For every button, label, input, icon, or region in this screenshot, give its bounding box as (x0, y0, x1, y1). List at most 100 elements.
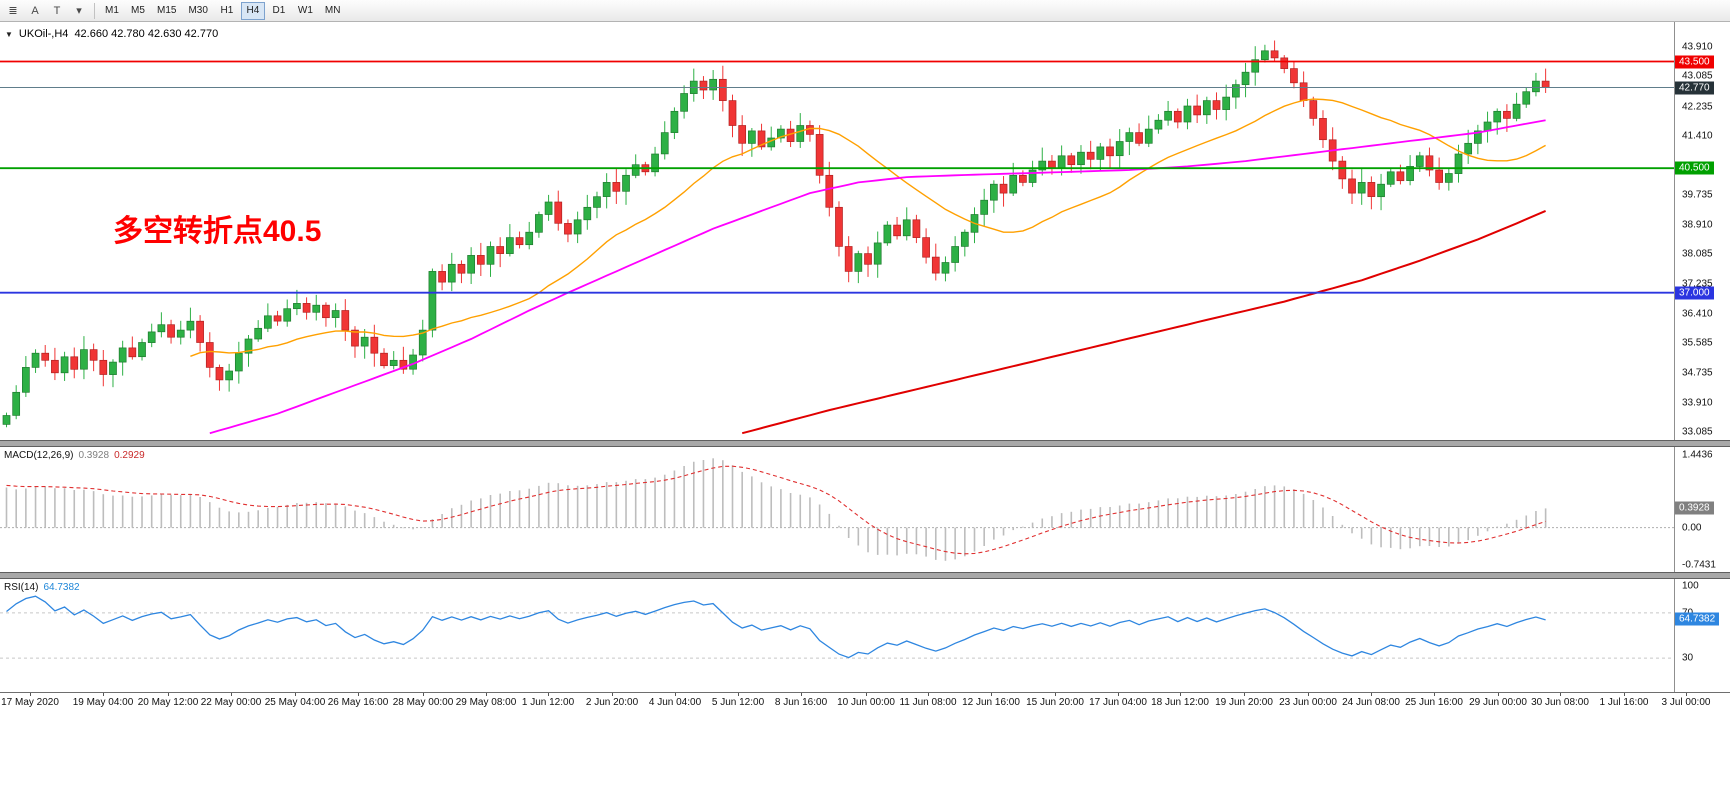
price-chart-panel[interactable]: ▼ UKOil-,H4 42.660 42.780 42.630 42.770 … (0, 22, 1730, 440)
price-tick-label: 38.910 (1682, 219, 1713, 231)
rsi-panel[interactable]: RSI(14) 64.7382 100703064.7382 (0, 579, 1730, 692)
chart-title: ▼ UKOil-,H4 42.660 42.780 42.630 42.770 (5, 28, 218, 40)
time-tick-mark (231, 693, 232, 696)
timeframe-m1[interactable]: M1 (105, 5, 119, 16)
rsi-value: 64.7382 (43, 582, 80, 593)
panel-splitter-2[interactable] (0, 572, 1730, 579)
time-tick-label: 1 Jul 16:00 (1599, 697, 1649, 708)
price-tick-label: 34.735 (1682, 367, 1713, 379)
timeframe-mn[interactable]: MN (324, 5, 341, 16)
time-tick-mark (738, 693, 739, 696)
text-annotation-icon[interactable]: A (31, 4, 39, 17)
time-tick-label: 17 Jun 04:00 (1089, 697, 1147, 708)
level-price-badge: 37.000 (1675, 286, 1714, 300)
macd-plot (0, 458, 1674, 561)
price-axis: 43.910 43.085 42.235 41.410 39.735 38.910 38.0… (1674, 22, 1730, 440)
time-tick-label: 1 Jun 12:00 (521, 697, 575, 708)
macd-name: MACD(12,26,9) (4, 450, 74, 461)
rsi-axis: 100703064.7382 (1674, 579, 1730, 692)
timeframe-h1[interactable]: H1 (220, 5, 234, 16)
chart-type-dropdown-icon[interactable]: ▾ (76, 5, 82, 17)
time-tick-mark (295, 693, 296, 696)
time-axis[interactable]: 17 May 2020 19 May 04:00 20 May 12:00 22 Ma… (0, 692, 1730, 712)
rsi-label: RSI(14) 64.7382 (4, 582, 80, 593)
price-tick-label: 43.085 (1682, 70, 1713, 82)
time-tick-label: 23 Jun 00:00 (1279, 697, 1337, 708)
chart-lines-icon[interactable]: ≣ (8, 5, 18, 17)
macd-tick-label: 0.00 (1682, 522, 1702, 534)
time-tick-label: 19 May 04:00 (72, 697, 134, 708)
macd-axis: 1.4436 0.00 -0.7431 0.3928 (1674, 447, 1730, 572)
macd-signal-line (6, 465, 1546, 555)
price-tick-label: 43.910 (1682, 41, 1713, 53)
rsi-name: RSI(14) (4, 582, 39, 593)
bid-price-badge: 42.770 (1675, 81, 1714, 94)
rsi-line (6, 595, 1546, 659)
time-tick-label: 10 Jun 00:00 (837, 697, 895, 708)
chevron-down-icon[interactable]: ▼ (5, 29, 13, 39)
time-tick-mark (1118, 693, 1119, 696)
time-tick-label: 17 May 2020 (1, 697, 59, 708)
price-tick-label: 42.235 (1682, 101, 1713, 112)
time-tick-mark (1244, 693, 1245, 696)
time-tick-label: 25 Jun 16:00 (1405, 697, 1463, 708)
time-tick-mark (1686, 693, 1687, 696)
time-tick-label: 2 Jun 20:00 (585, 697, 639, 708)
top-toolbar: ≣ A T ▾ M1 M5 M15 M30 H1 H4 D1 W1 MN (0, 0, 1730, 22)
price-tick-label: 33.910 (1682, 397, 1713, 409)
time-tick-label: 19 Jun 20:00 (1215, 697, 1273, 708)
price-tick-label: 35.585 (1682, 337, 1713, 349)
timeframe-h4[interactable]: H4 (240, 1, 265, 20)
time-tick-label: 30 Jun 08:00 (1531, 697, 1589, 708)
time-tick-mark (486, 693, 487, 696)
time-tick-label: 22 May 00:00 (200, 697, 262, 708)
time-tick-label: 29 May 08:00 (455, 697, 517, 708)
time-tick-mark (423, 693, 424, 696)
time-tick-mark (612, 693, 613, 696)
macd-panel[interactable]: MACD(12,26,9) 0.3928 0.2929 1.4436 0.00 -0… (0, 447, 1730, 572)
ma-slow-line (741, 209, 1546, 435)
time-tick-label: 11 Jun 08:00 (899, 697, 957, 708)
timeframe-d1[interactable]: D1 (272, 5, 286, 16)
time-tick-label: 20 May 12:00 (137, 697, 199, 708)
time-tick-mark (1180, 693, 1181, 696)
panel-splitter-1[interactable] (0, 440, 1730, 447)
timeframe-m15[interactable]: M15 (157, 5, 177, 16)
time-tick-mark (358, 693, 359, 696)
time-tick-label: 12 Jun 16:00 (962, 697, 1020, 708)
timeframe-m30[interactable]: M30 (188, 5, 208, 16)
ma-mid-line (209, 119, 1546, 435)
time-tick-label: 29 Jun 00:00 (1469, 697, 1527, 708)
macd-tick-label: -0.7431 (1682, 559, 1716, 571)
macd-signal-value: 0.2929 (114, 450, 145, 461)
time-tick-mark (1371, 693, 1372, 696)
level-price-badge: 43.500 (1675, 55, 1714, 68)
time-tick-mark (1624, 693, 1625, 696)
time-tick-label: 8 Jun 16:00 (774, 697, 828, 708)
price-tick-label: 38.085 (1682, 248, 1713, 260)
price-tick-label: 37.235 (1682, 278, 1713, 290)
time-tick-label: 3 Jul 00:00 (1661, 697, 1711, 708)
time-tick-mark (168, 693, 169, 696)
macd-tick-label: 1.4436 (1682, 449, 1713, 461)
timeframe-w1[interactable]: W1 (297, 5, 313, 16)
time-tick-label: 25 May 04:00 (264, 697, 326, 708)
rsi-value-badge: 64.7382 (1675, 612, 1720, 626)
macd-label: MACD(12,26,9) 0.3928 0.2929 (4, 450, 145, 461)
price-tick-label: 41.410 (1682, 130, 1713, 142)
time-tick-mark (1434, 693, 1435, 696)
time-tick-label: 4 Jun 04:00 (648, 697, 702, 708)
time-tick-mark (991, 693, 992, 696)
time-tick-mark (548, 693, 549, 696)
price-tick-label: 33.085 (1682, 426, 1713, 438)
timeframe-m5[interactable]: M5 (131, 5, 145, 16)
time-tick-mark (675, 693, 676, 696)
macd-value-badge: 0.3928 (1675, 501, 1714, 515)
toolbar-icons: ≣ A T ▾ (2, 2, 90, 20)
toolbar-separator (94, 2, 95, 19)
time-tick-label: 15 Jun 20:00 (1026, 697, 1084, 708)
time-tick-mark (801, 693, 802, 696)
type-tool-icon[interactable]: T (53, 4, 61, 17)
rsi-tick-label: 30 (1682, 652, 1694, 664)
